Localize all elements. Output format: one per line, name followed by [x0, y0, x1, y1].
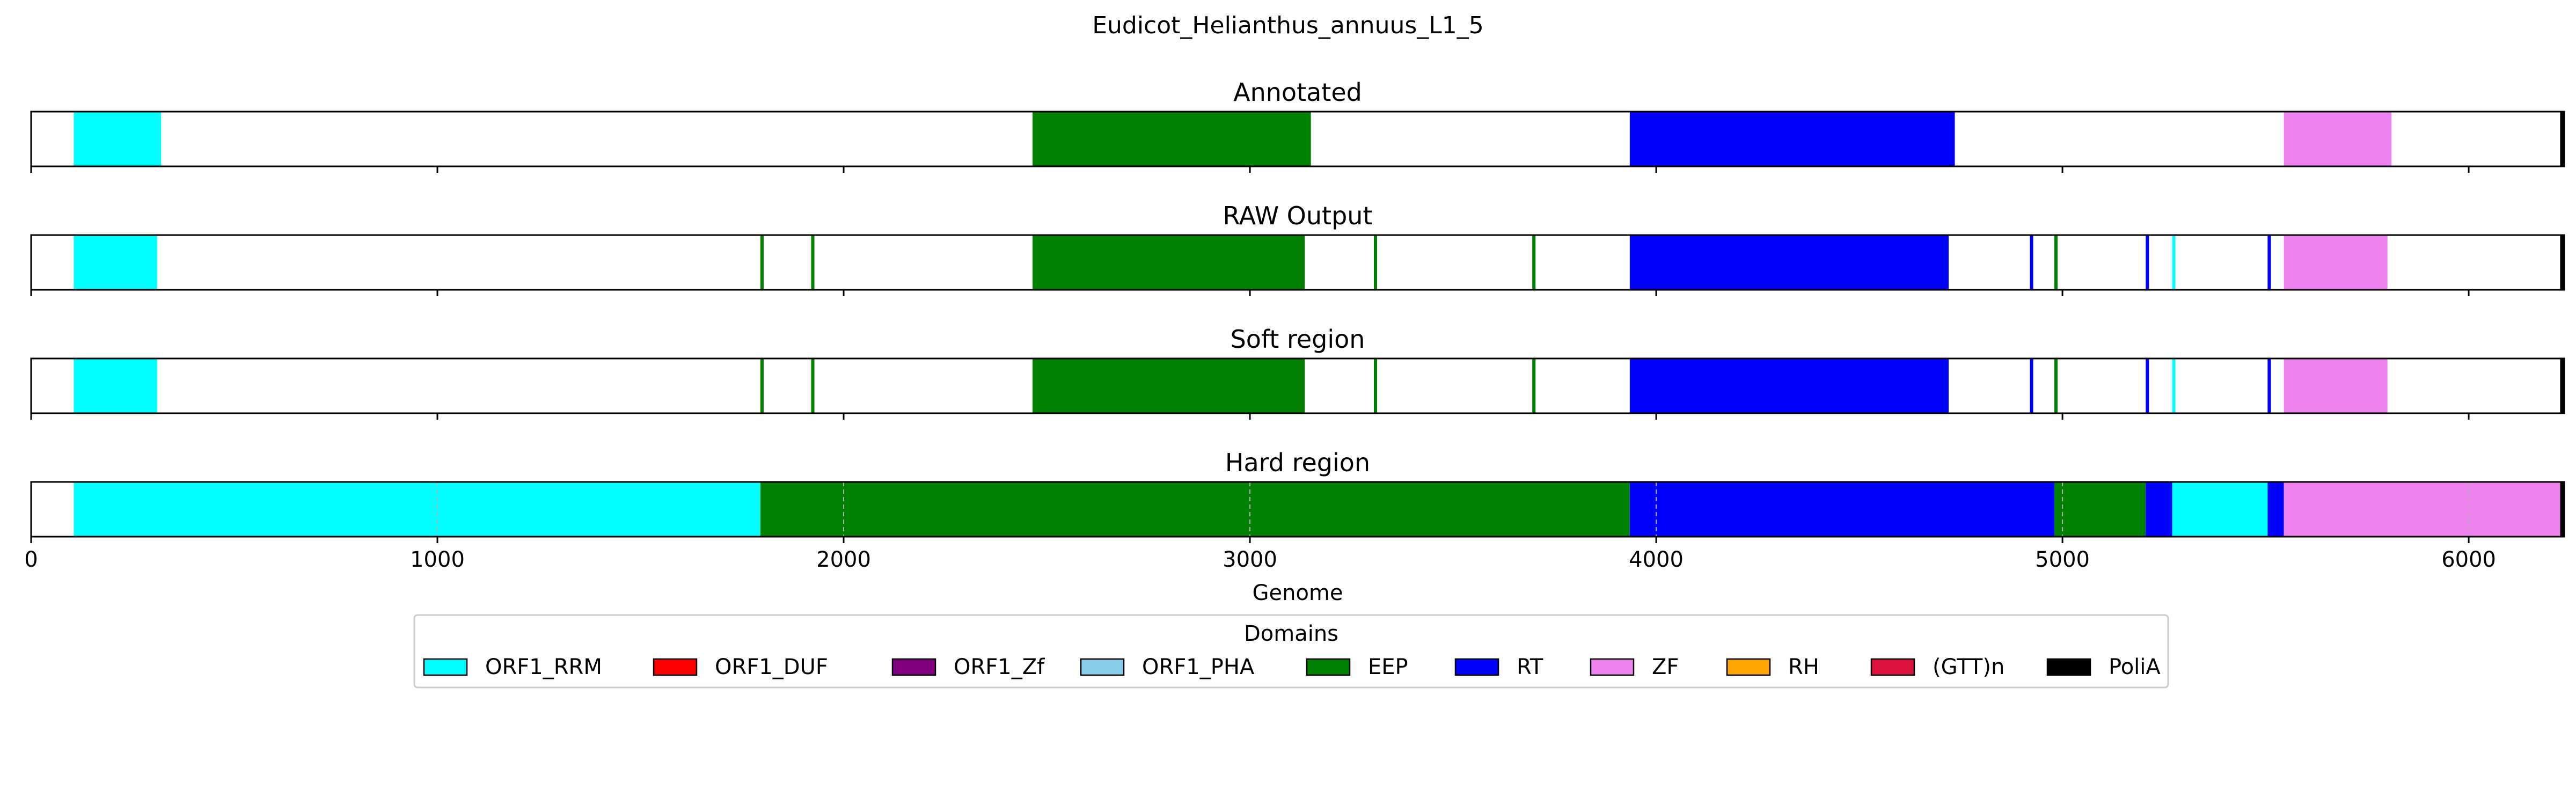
legend-label: PoliA [2109, 655, 2161, 679]
segment-ORF1_RRM [2172, 235, 2176, 290]
x-tick-label: 6000 [2441, 547, 2496, 572]
segment-ORF1_RRM [2172, 482, 2268, 537]
panel-4: Hard region [30, 448, 2565, 543]
segment-EEP [1532, 358, 1536, 413]
x-tick-label: 1000 [410, 547, 465, 572]
segment-EEP [1532, 235, 1536, 290]
legend-entry: (GTT)n [1870, 655, 2004, 679]
panel-title: Soft region [1231, 325, 1365, 354]
segment-RT [2146, 358, 2149, 413]
panel-2: RAW Output [30, 201, 2565, 296]
segment-ORF1_RRM [74, 235, 157, 290]
segment-EEP [760, 358, 764, 413]
segment-ORF1_RRM [2172, 358, 2176, 413]
x-tick-label: 0 [24, 547, 38, 572]
legend-swatch [653, 658, 698, 676]
segment-EEP [760, 482, 1630, 537]
segment-RT [1629, 235, 1949, 290]
panels-group: Annotated RAW Output Soft region Hard regio… [30, 78, 2565, 543]
x-axis: 0 1000 2000 3000 4000 5000 6000 Genome [24, 547, 2496, 605]
segment-RT [1629, 112, 1955, 166]
legend-label: ORF1_Zf [954, 655, 1045, 679]
legend-entry: ORF1_RRM [423, 655, 602, 679]
legend-entry: EEP [1306, 655, 1408, 679]
x-tick-label: 5000 [2035, 547, 2090, 572]
segment-RT [2146, 482, 2172, 537]
legend-label: ORF1_PHA [1142, 655, 1255, 679]
segment-ORF1_RRM [74, 112, 162, 166]
segment-RT [1629, 482, 2054, 537]
segment-RT [2267, 235, 2271, 290]
segment-RT [2030, 235, 2033, 290]
segment-EEP [760, 235, 764, 290]
legend-entry: PoliA [2046, 655, 2161, 679]
segment-RT [2267, 482, 2284, 537]
legend-swatch [423, 658, 468, 676]
panel-frame [30, 481, 2565, 538]
legend-swatch [1306, 658, 1351, 676]
panel-frame [30, 234, 2565, 291]
legend-label: ORF1_RRM [485, 655, 602, 679]
panel-3: Soft region [30, 325, 2565, 420]
legend-swatch [1454, 658, 1499, 676]
legend-entry: RT [1454, 655, 1543, 679]
segment-EEP [1033, 235, 1305, 290]
x-tick-label: 4000 [1629, 547, 1684, 572]
legend-entry: ORF1_PHA [1080, 655, 1255, 679]
segment-EEP [1033, 112, 1311, 166]
segment-ZF [2284, 112, 2392, 166]
segment-EEP [2054, 482, 2146, 537]
legend-swatch [1870, 658, 1915, 676]
segment-PoliA [2560, 482, 2564, 537]
x-tick-label: 3000 [1223, 547, 1277, 572]
segment-EEP [2054, 235, 2058, 290]
segment-EEP [811, 235, 815, 290]
panel-title: RAW Output [1223, 201, 1373, 230]
segment-ZF [2284, 482, 2560, 537]
legend-entry: ZF [1590, 655, 1679, 679]
legend-label: RH [1788, 655, 1819, 679]
panel-1: Annotated [30, 78, 2565, 173]
segment-EEP [1373, 235, 1377, 290]
legend: Domains ORF1_RRM ORF1_DUF ORF1_Zf ORF1_PHA EE… [413, 614, 2169, 689]
legend-swatch [1590, 658, 1635, 676]
legend-label: ZF [1652, 655, 1679, 679]
legend-swatch [1726, 658, 1771, 676]
legend-label: RT [1517, 655, 1543, 679]
legend-label: EEP [1368, 655, 1408, 679]
legend-title: Domains [1244, 621, 1338, 646]
legend-swatch [891, 658, 936, 676]
legend-entry: ORF1_DUF [653, 655, 828, 679]
segment-EEP [811, 358, 815, 413]
legend-swatch [2046, 658, 2091, 676]
segment-EEP [1033, 358, 1305, 413]
segment-PoliA [2560, 358, 2564, 413]
segment-RT [2030, 358, 2033, 413]
segment-PoliA [2560, 112, 2564, 166]
figure-title: Eudicot_Helianthus_annuus_L1_5 [1092, 12, 1484, 39]
legend-label: ORF1_DUF [715, 655, 828, 679]
panel-title: Annotated [1233, 78, 1362, 107]
panel-frame [30, 111, 2565, 167]
segment-ZF [2284, 358, 2388, 413]
legend-entry: RH [1726, 655, 1819, 679]
segment-EEP [1373, 358, 1377, 413]
segment-RT [1629, 358, 1949, 413]
x-axis-label: Genome [1252, 581, 1343, 605]
x-tick-label: 2000 [816, 547, 871, 572]
segment-ZF [2284, 235, 2388, 290]
segment-PoliA [2560, 235, 2564, 290]
segment-RT [2146, 235, 2149, 290]
segment-EEP [2054, 358, 2058, 413]
segment-ORF1_RRM [74, 482, 760, 537]
legend-swatch [1080, 658, 1125, 676]
segment-RT [2267, 358, 2271, 413]
legend-label: (GTT)n [1933, 655, 2004, 679]
legend-entry: ORF1_Zf [891, 655, 1045, 679]
panel-frame [30, 357, 2565, 414]
segment-ORF1_RRM [74, 358, 157, 413]
panel-title: Hard region [1225, 448, 1370, 477]
